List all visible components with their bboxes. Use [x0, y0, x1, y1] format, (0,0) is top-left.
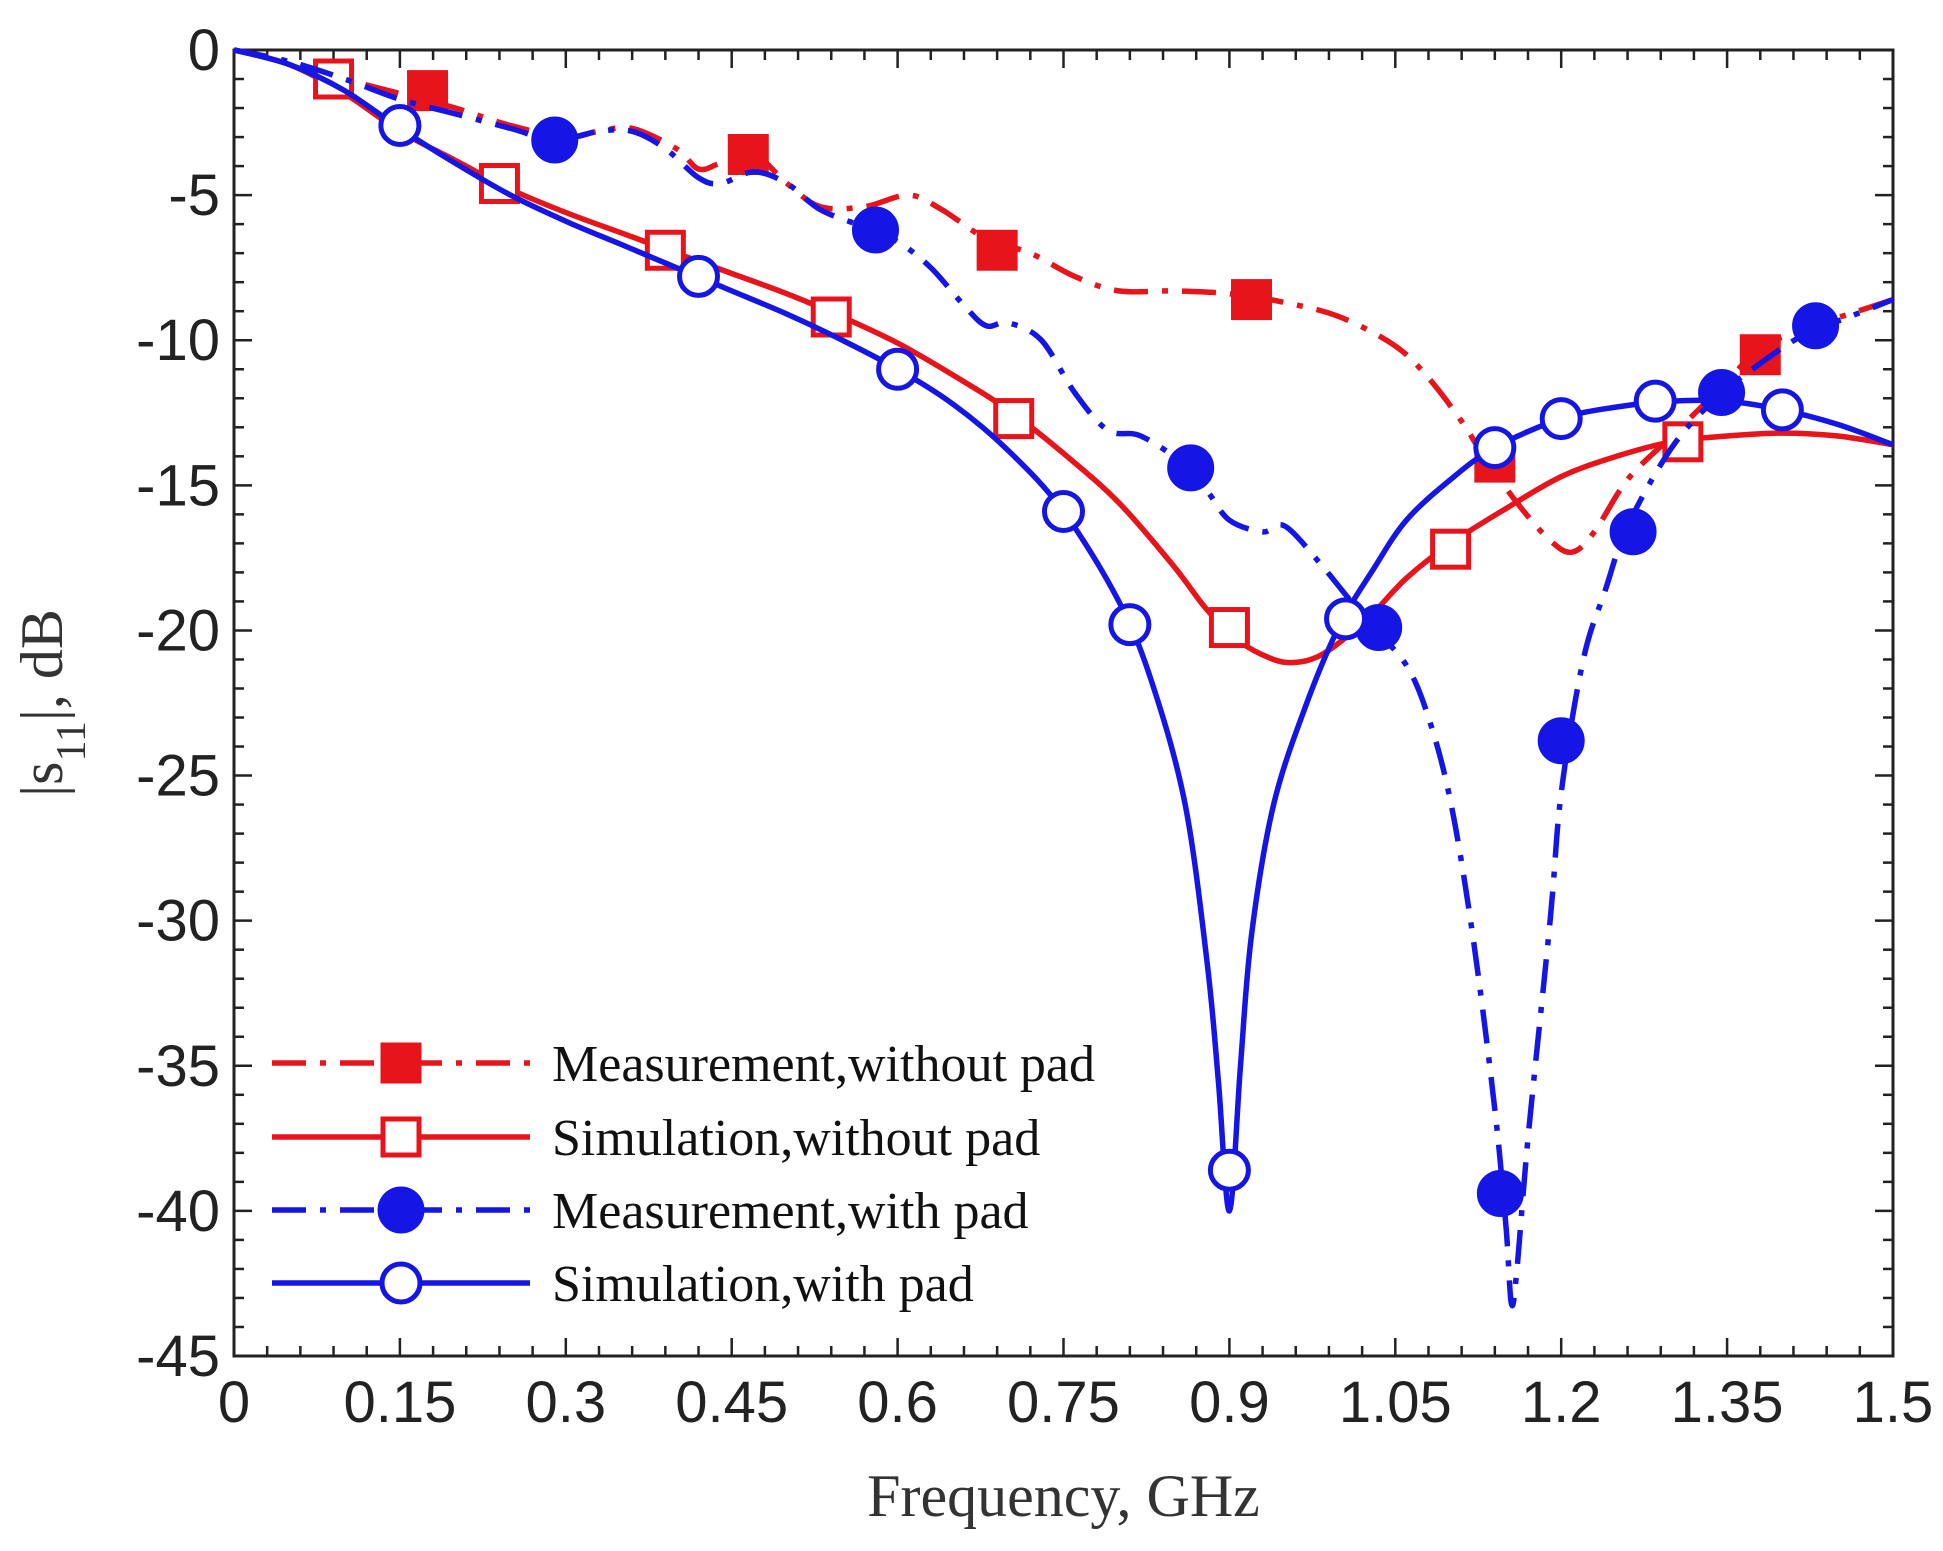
data-point-marker: [531, 116, 579, 164]
y-axis-label-rest: |, dB: [9, 609, 75, 721]
y-tick-label: -45: [136, 1324, 220, 1389]
data-point-marker: [1609, 508, 1657, 556]
data-point-marker: [1167, 444, 1215, 492]
legend-label: Measurement,with pad: [552, 1183, 1029, 1240]
tick-marks: [232, 48, 1895, 1358]
y-axis-label-main: |s: [9, 762, 75, 797]
y-tick-label: 0: [188, 18, 220, 83]
x-tick-labels: 0 0.15 0.3 0.45 0.6 0.75 0.9 1.05 1.2 1.35 1.5: [218, 1370, 1933, 1435]
y-axis-label-sub: 11: [49, 721, 95, 761]
legend-entry: Simulation,with pad: [272, 1256, 974, 1313]
legend-entry: Simulation,without pad: [272, 1110, 1040, 1167]
data-point-marker: [1539, 397, 1583, 441]
y-axis-label: |s11|, dB: [9, 609, 95, 797]
data-point-marker: [727, 133, 769, 175]
x-tick-label: 0.3: [525, 1370, 606, 1435]
y-tick-label: -40: [136, 1179, 220, 1244]
x-tick-label: 0.6: [857, 1370, 938, 1435]
data-point-marker: [1108, 603, 1152, 647]
legend-marker: [377, 1186, 425, 1234]
x-tick-label: 1.2: [1521, 1370, 1602, 1435]
x-tick-label: 0: [218, 1370, 250, 1435]
data-point-marker: [1324, 597, 1368, 641]
data-point-marker: [1792, 302, 1840, 350]
series-3: [233, 47, 1894, 1214]
legend-marker: [380, 1042, 422, 1084]
x-tick-label: 0.15: [343, 1370, 456, 1435]
y-tick-label: -5: [168, 163, 220, 228]
x-tick-label: 0.75: [1007, 1370, 1120, 1435]
y-tick-label: -20: [136, 598, 220, 663]
data-point-marker: [677, 254, 721, 298]
data-point-marker: [993, 398, 1035, 440]
plot-frame: [232, 48, 1895, 1358]
legend-marker: [380, 1116, 422, 1158]
data-point-marker: [1430, 528, 1472, 570]
data-point-marker: [1231, 279, 1273, 321]
data-point-marker: [1760, 388, 1804, 432]
x-axis-label: Frequency, GHz: [867, 1463, 1260, 1529]
data-point-marker: [378, 103, 422, 147]
y-tick-label: -25: [136, 744, 220, 809]
legend-entry: Measurement,with pad: [272, 1183, 1029, 1240]
data-point-marker: [1476, 1169, 1524, 1217]
data-point-marker: [976, 229, 1018, 271]
legend-label: Simulation,with pad: [552, 1256, 974, 1313]
y-tick-label: -10: [136, 308, 220, 373]
data-point-marker: [1208, 607, 1250, 649]
x-tick-label: 0.45: [675, 1370, 788, 1435]
legend-label: Measurement,without pad: [552, 1036, 1095, 1093]
data-point-marker: [1537, 717, 1585, 765]
legend-label: Simulation,without pad: [552, 1110, 1040, 1167]
data-point-marker: [876, 347, 920, 391]
data-point-marker: [1698, 368, 1746, 416]
data-point-marker: [1042, 489, 1085, 533]
plot-area: [232, 47, 1895, 1358]
data-point-marker: [1633, 379, 1677, 423]
x-tick-label: 1.05: [1339, 1370, 1452, 1435]
legend: Measurement,without pad Simulation,withou…: [272, 1036, 1095, 1313]
data-point-marker: [1207, 1148, 1251, 1192]
y-tick-labels: 0 -5 -10 -15 -20 -25 -30 -35 -40 -45: [136, 18, 220, 1389]
y-tick-label: -35: [136, 1034, 220, 1099]
y-tick-label: -15: [136, 453, 220, 518]
x-tick-label: 1.5: [1853, 1370, 1934, 1435]
x-tick-label: 1.35: [1671, 1370, 1784, 1435]
data-point-marker: [1473, 426, 1517, 470]
x-tick-label: 0.9: [1189, 1370, 1270, 1435]
y-tick-label: -30: [136, 889, 220, 954]
series-layer: [233, 47, 1895, 1309]
data-point-marker: [851, 206, 899, 254]
legend-marker: [379, 1261, 423, 1305]
legend-entry: Measurement,without pad: [272, 1036, 1095, 1093]
series-line: [233, 47, 1894, 666]
